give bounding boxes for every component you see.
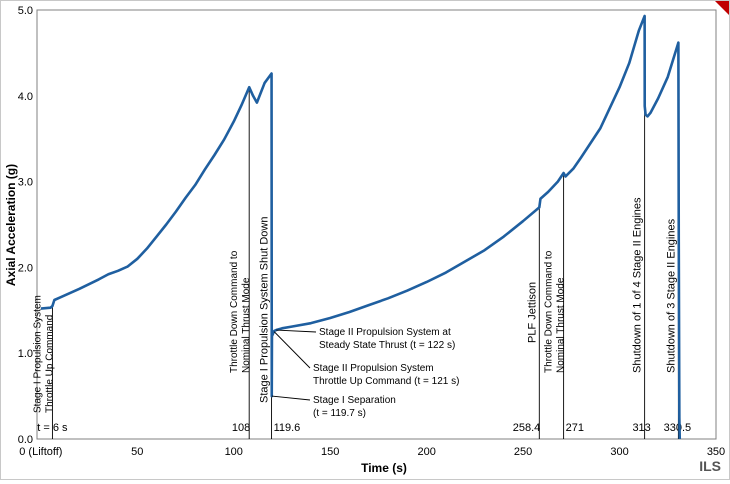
y-tick-label: 0.0: [18, 434, 33, 446]
callout-text: Stage II Propulsion System at: [319, 327, 451, 338]
event-value-label: 271: [566, 422, 584, 434]
event-annotation: Shutdown of 3 Stage II Engines: [665, 218, 677, 373]
callout-leader: [276, 329, 317, 333]
callout-text: (t = 119.7 s): [313, 408, 366, 419]
x-tick-label: 0 (Liftoff): [19, 446, 62, 458]
event-annotation: Nominal Thrust Mode: [241, 277, 252, 373]
event-markers: t = 6 s 108 119.6 258.4 271 313 330.5 Stage I P…: [32, 18, 692, 439]
callouts: Stage II Propulsion System at Steady Stat…: [271, 327, 459, 419]
y-tick-label: 5.0: [18, 5, 33, 17]
axes: [36, 9, 717, 440]
series-line: [40, 14, 682, 440]
x-tick-label: 350: [707, 446, 725, 458]
event-annotation: PLF Jettison: [526, 282, 538, 343]
event-annotation: Throttle Up Command: [44, 315, 55, 413]
event-value-label: t = 6 s: [37, 422, 68, 434]
event-annotation: Stage I Propulsion System: [32, 295, 43, 413]
event-annotation: Stage I Propulsion System Shut Down: [259, 217, 271, 403]
event-value-label: 313: [632, 422, 650, 434]
callout-text: Stage II Propulsion System: [313, 363, 434, 374]
x-tick-label: 50: [131, 446, 143, 458]
y-tick-label: 2.0: [18, 262, 33, 274]
callout-text: Stage I Separation: [313, 395, 396, 406]
event-annotation: Nominal Thrust Mode: [556, 277, 567, 373]
callout-text: Throttle Up Command (t = 121 s): [313, 376, 459, 387]
brand-logo-text: ILS: [699, 458, 721, 474]
corner-marker: [715, 1, 729, 15]
callout-leader: [271, 395, 311, 401]
y-tick-label: 4.0: [18, 91, 33, 103]
event-annotation: Throttle Down Command to: [544, 250, 555, 373]
x-axis-label: Time (s): [361, 461, 407, 475]
data-series: [40, 14, 682, 440]
x-tick-label: 150: [321, 446, 339, 458]
x-tick-label: 250: [514, 446, 532, 458]
event-value-label: 108: [232, 422, 250, 434]
event-value-label: 330.5: [664, 422, 692, 434]
callout-leader: [273, 331, 311, 369]
event-value-label: 258.4: [513, 422, 541, 434]
tick-labels: 0.0 1.0 2.0 3.0 4.0 5.0 0 (Liftoff) 50 100 150 200…: [18, 5, 725, 458]
y-tick-label: 1.0: [18, 348, 33, 360]
event-annotation: Shutdown of 1 of 4 Stage II Engines: [632, 197, 644, 373]
event-value-label: 119.6: [274, 422, 301, 434]
y-tick-label: 3.0: [18, 177, 33, 189]
plot-area: [36, 9, 717, 440]
event-annotation: Throttle Down Command to: [229, 250, 240, 373]
x-tick-label: 200: [417, 446, 435, 458]
x-tick-label: 100: [225, 446, 243, 458]
callout-text: Steady State Thrust (t = 122 s): [319, 340, 455, 351]
x-tick-label: 300: [610, 446, 628, 458]
y-axis-label: Axial Acceleration (g): [4, 164, 18, 286]
